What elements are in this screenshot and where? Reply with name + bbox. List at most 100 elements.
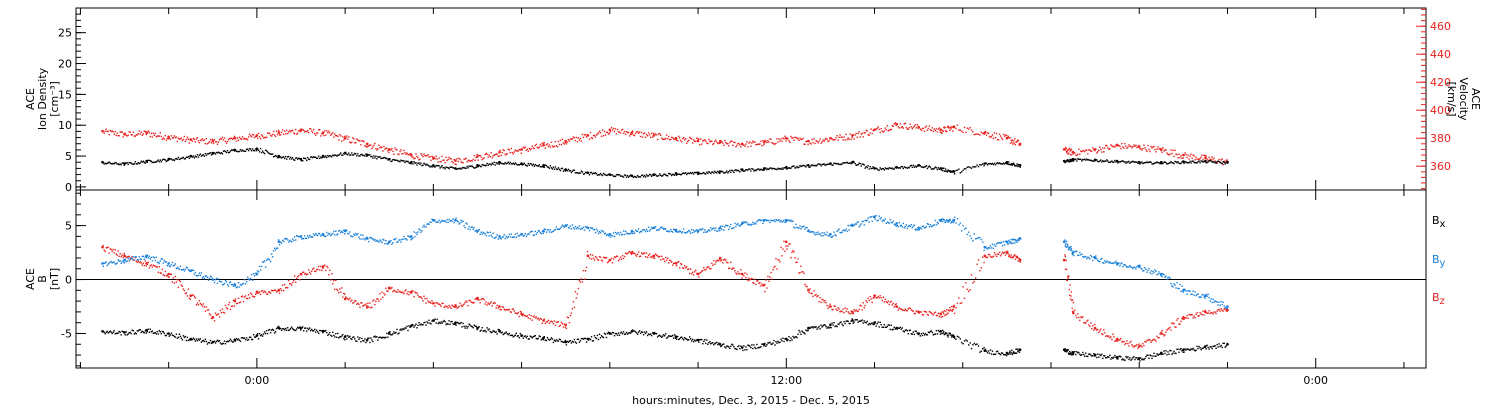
velocity-dot: [501, 151, 503, 154]
velocity-dot: [297, 132, 299, 134]
velocity-dot: [816, 140, 818, 143]
by-point: [718, 226, 722, 230]
by-dot: [385, 240, 387, 242]
velocity-dot: [113, 133, 115, 135]
velocity-dot: [897, 125, 899, 128]
bz-point: [1018, 258, 1022, 262]
ion-density-dot: [677, 173, 679, 175]
ion-density-dot: [378, 156, 380, 158]
ion-density-dot: [810, 165, 812, 167]
bx-dot: [197, 338, 200, 340]
bx-dot: [240, 337, 243, 339]
velocity-dot: [280, 131, 283, 134]
by-dot: [678, 231, 680, 233]
by-dot: [867, 217, 869, 219]
ion-density-dot: [284, 157, 286, 160]
velocity-dot: [691, 138, 693, 140]
bz-dot: [319, 269, 321, 271]
bz-dot: [224, 304, 227, 307]
by-dot: [970, 237, 973, 240]
velocity-dot: [1110, 144, 1112, 146]
bz-dot: [1009, 256, 1012, 258]
bz-dot: [823, 301, 825, 303]
by-dot: [209, 275, 212, 277]
velocity-dot: [194, 141, 197, 143]
bx-dot: [168, 335, 170, 337]
velocity-dot: [254, 135, 257, 138]
velocity-dot: [888, 129, 890, 132]
ion-density-point: [233, 148, 237, 152]
bz-dot: [1200, 313, 1202, 315]
ion-density-dot: [753, 170, 755, 172]
bz-dot: [733, 267, 735, 269]
by-dot: [510, 233, 512, 235]
by-dot: [257, 271, 260, 273]
by-dot: [699, 228, 701, 230]
bx-dot: [141, 330, 143, 332]
by-dot: [399, 239, 401, 241]
velocity-dot: [890, 128, 892, 130]
velocity-dot: [544, 147, 546, 149]
velocity-dot: [1119, 145, 1121, 147]
velocity-dot: [348, 136, 350, 138]
bz-dot: [975, 277, 977, 279]
bz-dot: [715, 261, 717, 263]
by-dot: [158, 262, 160, 264]
bz-dot: [831, 308, 833, 311]
by-dot: [1209, 300, 1211, 302]
bz-dot: [1202, 310, 1204, 312]
ion-density-dot: [213, 152, 216, 154]
velocity-dot: [1157, 146, 1159, 148]
bz-dot: [402, 291, 404, 294]
ion-density-dot: [152, 161, 154, 164]
velocity-dot: [418, 159, 420, 161]
bz-dot: [1156, 335, 1158, 337]
bz-dot: [334, 288, 336, 291]
by-dot: [985, 247, 988, 249]
bz-dot: [333, 280, 335, 282]
bz-dot: [519, 310, 521, 313]
velocity-dot: [854, 134, 856, 136]
ion-density-dot: [325, 155, 327, 157]
bz-dot: [145, 265, 147, 267]
bz-dot: [1090, 322, 1092, 324]
ion-density-dot: [1224, 163, 1226, 165]
ion-density-dot: [734, 169, 736, 172]
bz-dot: [246, 297, 249, 300]
by-dot: [341, 230, 343, 233]
velocity-dot: [446, 159, 448, 162]
velocity-dot: [392, 150, 394, 153]
by-dot: [750, 224, 752, 226]
x-tick-label: 0:00: [1303, 374, 1328, 387]
bz-dot: [1201, 313, 1203, 316]
by-dot: [620, 233, 623, 236]
ion-density-dot: [375, 155, 377, 157]
bz-dot: [834, 305, 836, 308]
bz-dot: [775, 258, 777, 260]
velocity-dot: [775, 142, 777, 145]
ion-density-dot: [1078, 158, 1080, 160]
ion-density-dot: [1070, 158, 1072, 161]
velocity-dot: [331, 133, 333, 135]
bz-dot: [933, 312, 936, 314]
velocity-dot: [701, 143, 703, 145]
bx-dot: [280, 329, 283, 331]
by-dot: [613, 235, 616, 238]
ion-density-dot: [240, 150, 243, 152]
velocity-dot: [992, 137, 995, 139]
velocity-dot: [589, 131, 592, 134]
ion-density-dot: [973, 166, 975, 168]
by-dot: [847, 224, 849, 227]
ion-density-dot: [149, 160, 151, 162]
by-dot: [723, 229, 725, 231]
velocity-dot: [406, 152, 408, 154]
bz-dot: [1002, 252, 1005, 254]
velocity-dot: [182, 138, 185, 141]
ion-density-dot: [301, 160, 303, 162]
bz-dot: [450, 307, 452, 309]
bz-dot: [760, 285, 762, 287]
bz-dot: [475, 297, 477, 299]
by-dot: [1222, 301, 1224, 303]
velocity-dot: [425, 155, 427, 157]
bz-dot: [140, 262, 142, 264]
